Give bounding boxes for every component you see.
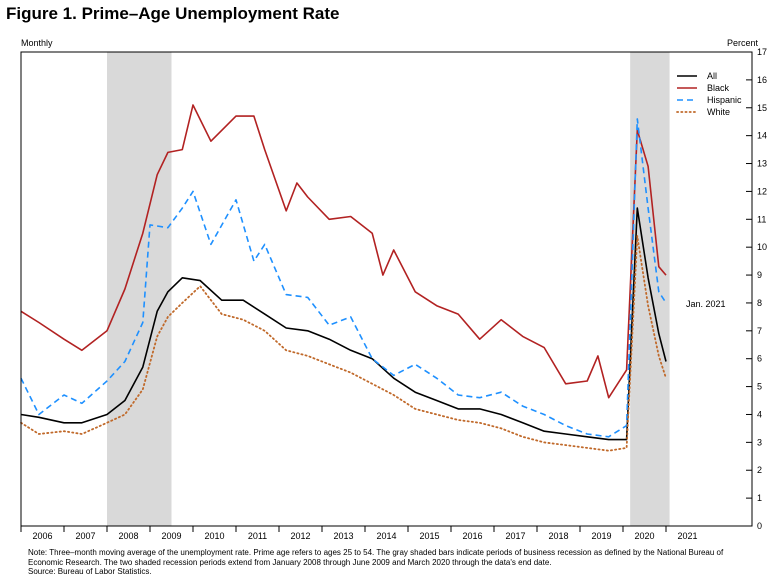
- x-tick-label: 2017: [505, 531, 525, 541]
- x-tick-label: 2007: [75, 531, 95, 541]
- source-text: Source: Bureau of Labor Statistics.: [28, 567, 152, 576]
- x-tick-label: 2016: [462, 531, 482, 541]
- series-lines: [20, 104, 667, 452]
- y-axis-unit-label: Percent: [726, 38, 758, 48]
- y-tick-label: 17: [757, 47, 767, 57]
- y-tick-label: 6: [757, 354, 762, 364]
- y-tick-label: 15: [757, 103, 767, 113]
- x-axis: 2006 2007 2008 2009 2010 2011 2012 2013 2014 2015…: [20, 526, 698, 541]
- legend-label: All: [707, 71, 717, 81]
- x-tick-label: 2020: [634, 531, 654, 541]
- x-tick-label: 2014: [376, 531, 396, 541]
- y-tick-label: 0: [757, 521, 762, 531]
- x-tick-label: 2010: [204, 531, 224, 541]
- y-tick-label: 13: [757, 159, 767, 169]
- recession-shading: [107, 52, 670, 526]
- recession-bar: [107, 52, 172, 526]
- y-tick-label: 11: [757, 214, 766, 224]
- x-tick-label: 2006: [32, 531, 52, 541]
- end-date-annotation: Jan. 2021: [686, 299, 726, 309]
- y-tick-label: 8: [757, 298, 762, 308]
- y-tick-label: 4: [757, 409, 762, 419]
- legend: All Black Hispanic White: [676, 71, 742, 117]
- x-tick-label: 2009: [161, 531, 181, 541]
- series-line-white: [20, 235, 667, 452]
- series-line-hispanic: [20, 118, 667, 438]
- note-text: Note: Three–month moving average of the …: [28, 548, 724, 567]
- legend-label: White: [707, 107, 730, 117]
- y-tick-label: 3: [757, 437, 762, 447]
- series-line-all: [20, 207, 667, 441]
- legend-label: Black: [707, 83, 730, 93]
- y-tick-label: 10: [757, 242, 767, 252]
- y-tick-label: 14: [757, 131, 767, 141]
- x-tick-label: 2012: [290, 531, 310, 541]
- y-tick-label: 12: [757, 186, 767, 196]
- figure-notes: Note: Three–month moving average of the …: [28, 548, 758, 577]
- y-tick-label: 5: [757, 382, 762, 392]
- plot-frame: [20, 51, 753, 527]
- y-tick-label: 7: [757, 326, 762, 336]
- x-tick-label: 2008: [118, 531, 138, 541]
- x-tick-label: 2015: [419, 531, 439, 541]
- x-tick-label: 2013: [333, 531, 353, 541]
- x-tick-label: 2011: [248, 531, 267, 541]
- y-tick-label: 2: [757, 465, 762, 475]
- x-tick-label: 2021: [677, 531, 697, 541]
- y-tick-label: 1: [757, 493, 762, 503]
- y-tick-label: 9: [757, 270, 762, 280]
- figure-title: Figure 1. Prime–Age Unemployment Rate: [6, 4, 340, 23]
- y-tick-label: 16: [757, 75, 767, 85]
- frequency-label: Monthly: [21, 38, 53, 48]
- x-tick-label: 2019: [591, 531, 611, 541]
- x-tick-label: 2018: [548, 531, 568, 541]
- legend-label: Hispanic: [707, 95, 742, 105]
- series-line-black: [20, 104, 667, 399]
